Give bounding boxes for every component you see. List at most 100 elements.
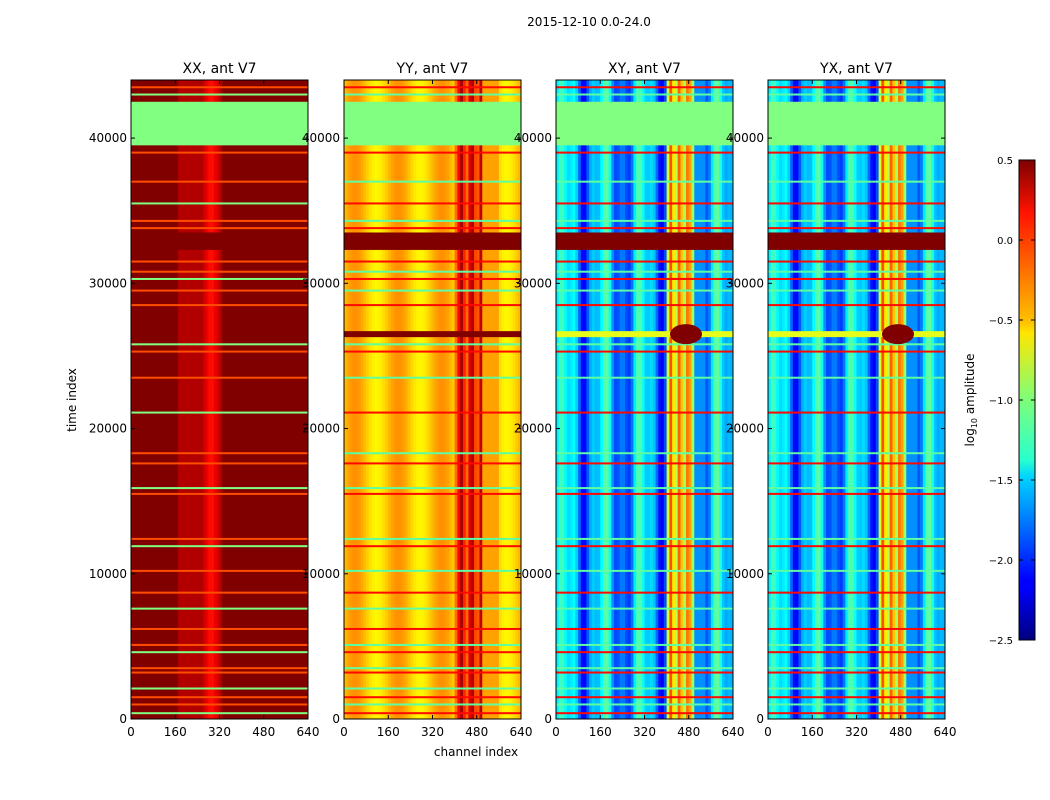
rfi-line (556, 452, 733, 455)
heatmap-column (139, 80, 143, 719)
heatmap-column (374, 80, 378, 719)
heatmap-column (881, 80, 885, 719)
heatmap-column (641, 80, 646, 719)
rfi-line (344, 227, 521, 230)
bright-event-line (344, 331, 521, 338)
rfi-line (556, 569, 733, 572)
heatmap-column (260, 80, 265, 719)
heatmap-column (801, 80, 805, 719)
heatmap-column (608, 80, 612, 719)
heatmap-column (357, 80, 362, 719)
y-tick-label: 40000 (514, 131, 552, 145)
rfi-line (344, 151, 521, 154)
rfi-line (556, 671, 733, 674)
rfi-line (131, 227, 308, 230)
heatmap-column (518, 80, 521, 719)
heatmap-column (776, 80, 780, 719)
heatmap-column (591, 80, 596, 719)
heatmap-column (438, 80, 442, 719)
rfi-line (131, 712, 308, 715)
heatmap-column (131, 80, 135, 719)
heatmap-column (164, 80, 168, 719)
heatmap-column (391, 80, 395, 719)
saturated-band (344, 232, 521, 250)
x-tick-label: 320 (845, 725, 868, 739)
heatmap-column (677, 80, 682, 719)
heatmap-column (432, 80, 436, 719)
heatmap-column (507, 80, 511, 719)
rfi-line (556, 86, 733, 89)
heatmap-column (815, 80, 819, 719)
heatmap-column (633, 80, 637, 719)
heatmap-column (795, 80, 800, 719)
heatmap-column (285, 80, 290, 719)
heatmap-column (415, 80, 420, 719)
rfi-line (556, 350, 733, 353)
heatmap-column (355, 80, 359, 719)
rfi-line (131, 86, 308, 89)
rfi-line (344, 260, 521, 263)
heatmap-column (636, 80, 640, 719)
heatmap-column (691, 80, 695, 719)
heatmap-column (611, 80, 615, 719)
heatmap-column (457, 80, 461, 719)
heatmap-column (702, 80, 706, 719)
rfi-line (344, 537, 521, 540)
heatmap-column (451, 80, 456, 719)
rfi-line (131, 696, 308, 699)
rfi-line (556, 93, 733, 96)
heatmap-column (471, 80, 475, 719)
heatmap-column (683, 80, 687, 719)
y-tick-label: 20000 (726, 422, 764, 436)
rfi-line (344, 86, 521, 89)
y-tick-label: 20000 (514, 422, 552, 436)
rfi-line (556, 270, 733, 273)
heatmap-column (779, 80, 783, 719)
heatmap-column (867, 80, 871, 719)
y-tick-label: 30000 (726, 276, 764, 290)
rfi-line (344, 545, 521, 548)
heatmap-column (828, 80, 833, 719)
rfi-line (768, 537, 945, 540)
heatmap-column (862, 80, 866, 719)
x-tick-label: 320 (633, 725, 656, 739)
colorbar-label-subscript: 10 (970, 418, 979, 428)
bright-event-blob (881, 324, 914, 345)
y-tick-label: 10000 (726, 567, 764, 581)
heatmap-column (504, 80, 508, 719)
rfi-line (556, 492, 733, 495)
heatmap-column (884, 80, 888, 719)
heatmap-column (236, 80, 240, 719)
x-axis-label: channel index (434, 745, 518, 759)
heatmap-column (897, 80, 902, 719)
rfi-line (768, 607, 945, 610)
rfi-line (344, 651, 521, 654)
heatmap-column (363, 80, 367, 719)
heatmap-column (556, 80, 560, 719)
heatmap-column (578, 80, 582, 719)
heatmap-column (942, 80, 945, 719)
x-tick-label: 320 (421, 725, 444, 739)
heatmap-column (699, 80, 704, 719)
heatmap-column (352, 80, 356, 719)
heatmap-column (647, 80, 651, 719)
y-tick-label: 0 (119, 712, 127, 726)
saturated-band (768, 232, 945, 250)
heatmap-column (393, 80, 398, 719)
rfi-line (556, 607, 733, 610)
heatmap-column (730, 80, 733, 719)
rfi-line (131, 343, 308, 346)
flagged-block (556, 101, 733, 146)
colorbar-tick-label: −1.5 (989, 476, 1013, 487)
heatmap-column (889, 80, 894, 719)
rfi-line (768, 696, 945, 699)
rfi-line (768, 545, 945, 548)
rfi-line (768, 492, 945, 495)
rfi-line (768, 260, 945, 263)
heatmap-column (280, 80, 284, 719)
heatmap-column (680, 80, 684, 719)
heatmap-column (512, 80, 517, 719)
heatmap-column (288, 80, 293, 719)
rfi-line (344, 712, 521, 715)
rfi-line (131, 607, 308, 610)
